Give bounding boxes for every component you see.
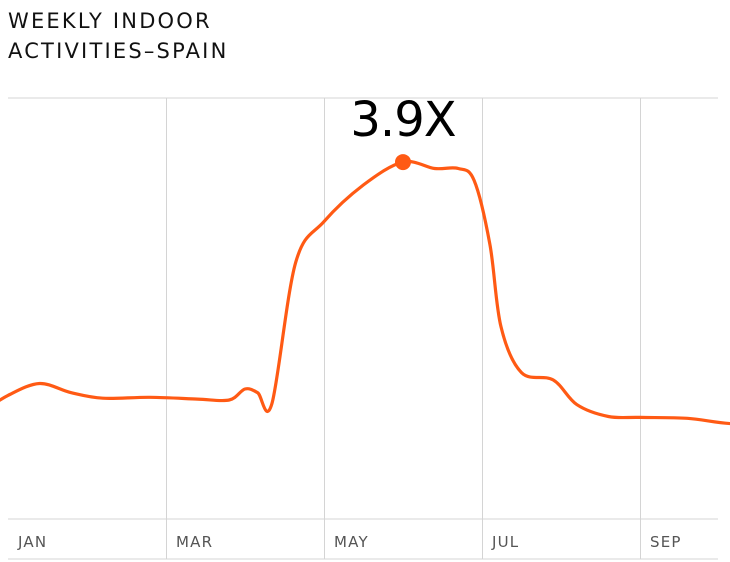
gridlines <box>8 97 718 560</box>
x-tick-label-jul: JUL <box>491 533 519 551</box>
peak-point <box>395 154 411 171</box>
chart-title: WEEKLY INDOOR ACTIVITIES–SPAIN <box>8 9 229 63</box>
series-layer <box>0 159 730 426</box>
x-tick-label-jan: JAN <box>17 533 47 551</box>
peak-annotation: 3.9X <box>350 92 457 171</box>
x-tick-label-may: MAY <box>334 533 369 551</box>
x-axis-ticks: JAN MAR MAY JUL SEP <box>17 533 682 551</box>
peak-label: 3.9X <box>350 92 455 148</box>
x-tick-label-sep: SEP <box>650 533 682 551</box>
x-tick-label-mar: MAR <box>176 533 213 551</box>
series-line <box>0 159 730 426</box>
